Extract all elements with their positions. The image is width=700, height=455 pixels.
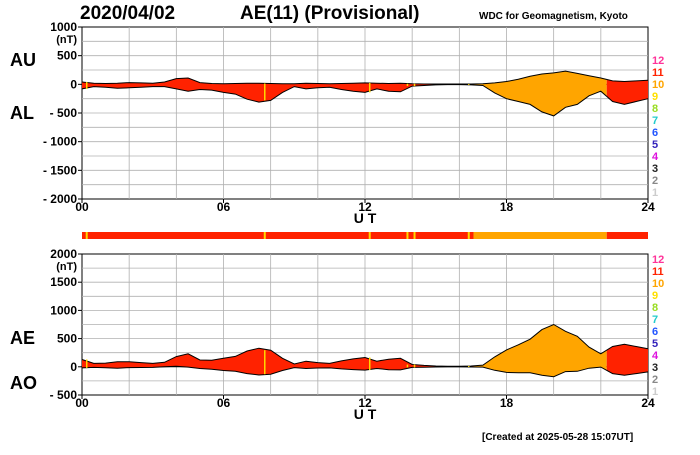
upper-ytick-label: - 1500 xyxy=(43,163,77,177)
plot-title: AE(11) (Provisional) xyxy=(240,3,420,24)
plot-date: 2020/04/02 xyxy=(80,3,176,24)
lower-xtick-label: 24 xyxy=(641,396,655,410)
station-bar-segment xyxy=(82,232,474,239)
lower-xtick-label: 00 xyxy=(75,396,89,410)
ae-label: AE xyxy=(10,328,36,348)
upper-xtick-label: 06 xyxy=(217,200,231,214)
lower-ytick-label: - 500 xyxy=(50,388,78,402)
lower-series-ao xyxy=(81,365,649,378)
au-label: AU xyxy=(10,50,36,70)
station-bar-mark xyxy=(413,232,416,239)
lower-ylabel: (nT) xyxy=(56,261,77,273)
lower-ytick-label: 1000 xyxy=(50,303,77,317)
upper-xtick-label: 24 xyxy=(641,200,655,214)
station-level-12: 12 xyxy=(652,55,665,67)
lower-area-segment xyxy=(606,344,648,376)
station-level-4: 4 xyxy=(652,151,659,163)
station-bar-mark xyxy=(263,232,266,239)
station-level-1: 1 xyxy=(652,386,659,398)
upper-xtick-label: 00 xyxy=(75,200,89,214)
upper-ytick-label: - 2000 xyxy=(43,192,77,206)
data-source: WDC for Geomagnetism, Kyoto xyxy=(479,11,628,22)
created-timestamp: [Created at 2025-05-28 15:07UT] xyxy=(482,432,634,443)
station-bar-segment xyxy=(606,232,648,239)
station-bar-mark xyxy=(467,232,470,239)
station-level-2: 2 xyxy=(652,374,659,386)
station-level-11: 11 xyxy=(652,67,664,79)
station-level-3: 3 xyxy=(652,163,659,175)
station-level-10: 10 xyxy=(652,79,665,91)
upper-ylabel: (nT) xyxy=(56,34,77,46)
lower-xtick-label: 18 xyxy=(500,396,514,410)
station-bar-mark xyxy=(85,232,88,239)
station-bar-mark xyxy=(406,232,409,239)
upper-ytick-label: - 500 xyxy=(50,106,78,120)
upper-ytick-label: 0 xyxy=(70,77,77,91)
station-level-6: 6 xyxy=(652,127,659,139)
upper-series-al xyxy=(81,84,649,117)
lower-ytick-label: 0 xyxy=(70,360,77,374)
lower-area-segment xyxy=(473,324,607,377)
ao-label: AO xyxy=(10,373,37,393)
upper-area-segment xyxy=(473,71,607,116)
station-level-6: 6 xyxy=(652,326,659,338)
station-level-7: 7 xyxy=(652,115,659,127)
lower-xtick-label: 06 xyxy=(217,396,231,410)
upper-xtick-label: 12 xyxy=(358,200,372,214)
lower-ytick-label: 1500 xyxy=(50,275,77,289)
station-bar-mark xyxy=(368,232,371,239)
station-level-1: 1 xyxy=(652,187,659,199)
upper-area-segment xyxy=(606,79,648,105)
upper-ytick-label: 500 xyxy=(57,49,77,63)
station-level-2: 2 xyxy=(652,175,659,187)
lower-series-ae xyxy=(81,323,649,367)
station-level-5: 5 xyxy=(652,338,659,350)
upper-xtick-label: 18 xyxy=(500,200,514,214)
station-level-7: 7 xyxy=(652,314,659,326)
upper-area-segment xyxy=(82,78,474,103)
upper-series-au xyxy=(81,70,649,85)
station-level-8: 8 xyxy=(652,103,659,115)
station-level-8: 8 xyxy=(652,302,659,314)
station-level-4: 4 xyxy=(652,350,659,362)
upper-ytick-label: - 1000 xyxy=(43,135,77,149)
station-level-11: 11 xyxy=(652,266,664,278)
lower-xtick-label: 12 xyxy=(358,396,372,410)
station-bar-segment xyxy=(473,232,607,239)
al-label: AL xyxy=(10,103,34,123)
station-level-3: 3 xyxy=(652,362,659,374)
station-level-12: 12 xyxy=(652,254,665,266)
lower-ytick-label: 500 xyxy=(57,332,77,346)
upper-xlabel: U T xyxy=(354,210,377,226)
station-level-9: 9 xyxy=(652,91,659,103)
station-level-5: 5 xyxy=(652,139,659,151)
lower-xlabel: U T xyxy=(354,406,377,422)
lower-ytick-label: 2000 xyxy=(50,247,77,261)
station-level-9: 9 xyxy=(652,290,659,302)
upper-ytick-label: 1000 xyxy=(50,20,77,34)
station-level-10: 10 xyxy=(652,278,665,290)
